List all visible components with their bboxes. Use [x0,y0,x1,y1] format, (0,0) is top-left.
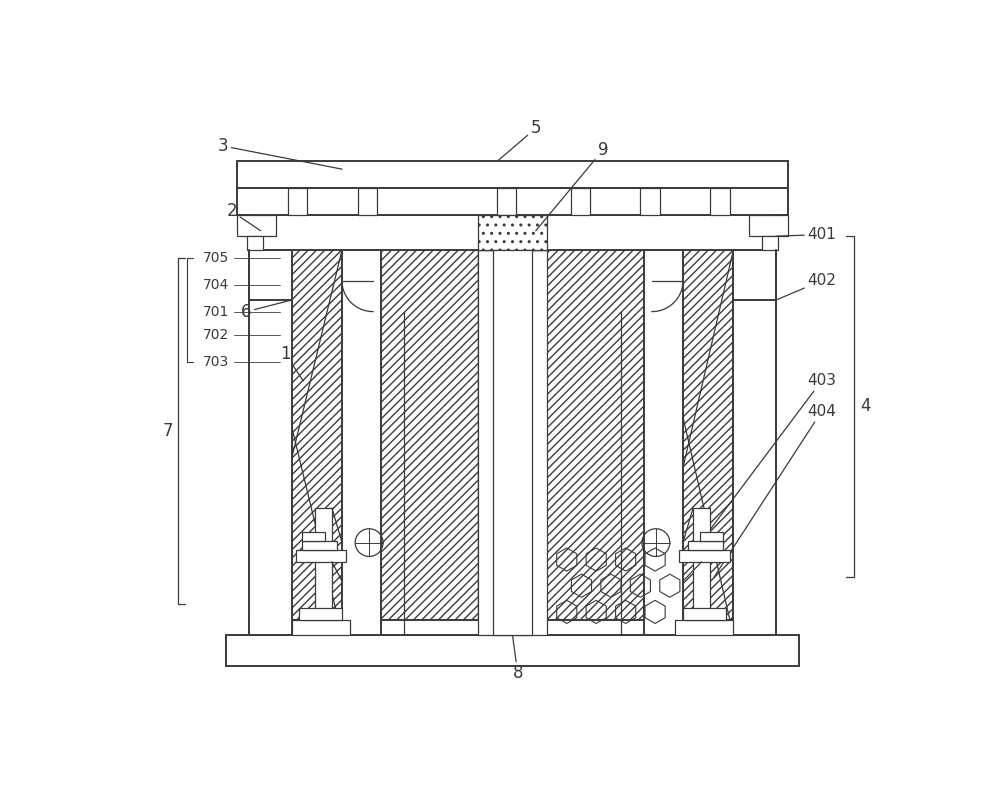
Text: 705: 705 [203,250,230,265]
Text: 402: 402 [776,274,836,300]
Bar [688,541,723,550]
Bar [292,250,342,635]
Bar [675,619,733,635]
Bar [296,550,346,562]
Bar [315,508,332,619]
Bar [683,608,726,619]
Bar [288,188,307,215]
Text: 2: 2 [227,202,261,230]
Bar [237,188,788,215]
Text: 7: 7 [162,422,173,440]
Bar [342,250,381,635]
Bar [710,188,730,215]
Bar [249,619,776,635]
Bar [700,532,723,541]
Bar [683,250,733,635]
Text: 404: 404 [714,404,836,578]
Bar [249,215,776,250]
Bar [478,215,547,250]
Bar [493,250,532,635]
Text: 401: 401 [776,227,836,242]
Text: 403: 403 [695,374,836,550]
Bar [762,236,778,250]
Text: 9: 9 [536,141,608,230]
Text: 701: 701 [203,305,230,318]
Text: 4: 4 [860,398,870,415]
Bar [640,188,660,215]
Text: 702: 702 [203,328,230,342]
Text: 5: 5 [497,119,541,162]
Bar [478,250,547,635]
Bar [237,215,276,236]
Text: 1: 1 [280,345,303,381]
Bar [226,635,799,666]
Text: 704: 704 [203,278,230,292]
Bar [292,619,350,635]
Bar [679,550,730,562]
Bar [571,188,590,215]
Bar [247,236,263,250]
Bar [749,215,788,236]
Text: 6: 6 [241,300,292,321]
Bar [693,508,710,619]
Text: 3: 3 [218,137,342,169]
Bar [302,532,325,541]
Bar [237,162,788,188]
Bar [302,541,337,550]
Text: 703: 703 [203,354,230,369]
Text: 8: 8 [512,635,523,682]
Bar [381,250,478,635]
Bar [733,250,776,635]
Bar [497,188,516,215]
Bar [644,250,683,635]
Bar [358,188,377,215]
Bar [249,250,292,635]
Bar [547,250,644,635]
Bar [299,608,342,619]
